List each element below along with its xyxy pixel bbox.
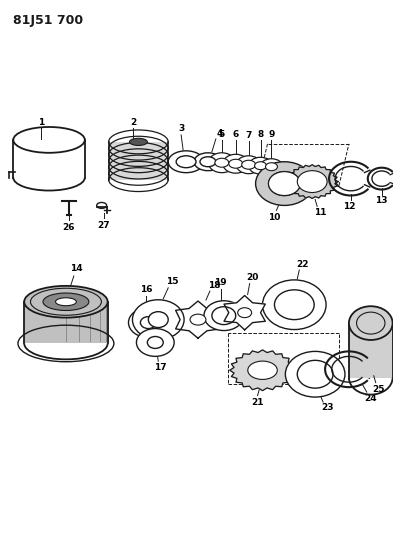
Polygon shape xyxy=(230,350,295,391)
Ellipse shape xyxy=(212,306,236,325)
Text: 27: 27 xyxy=(97,221,110,230)
Polygon shape xyxy=(24,302,108,343)
Ellipse shape xyxy=(130,138,147,146)
Ellipse shape xyxy=(249,157,273,174)
Text: 18: 18 xyxy=(208,281,220,289)
Ellipse shape xyxy=(168,151,204,173)
Text: 14: 14 xyxy=(70,264,82,273)
Text: 17: 17 xyxy=(154,363,167,372)
Ellipse shape xyxy=(242,160,256,169)
Text: 23: 23 xyxy=(321,403,333,413)
Polygon shape xyxy=(286,165,338,198)
Polygon shape xyxy=(13,140,85,177)
Text: 81J51 700: 81J51 700 xyxy=(13,14,84,27)
Ellipse shape xyxy=(56,298,76,306)
Ellipse shape xyxy=(208,153,235,173)
Text: 1: 1 xyxy=(38,117,44,126)
Ellipse shape xyxy=(136,328,174,357)
Text: 11: 11 xyxy=(314,208,326,217)
Polygon shape xyxy=(176,301,220,338)
Ellipse shape xyxy=(285,351,345,397)
Text: 4: 4 xyxy=(217,130,223,139)
Ellipse shape xyxy=(256,161,313,205)
Ellipse shape xyxy=(229,159,243,168)
Text: 3: 3 xyxy=(178,125,184,133)
Polygon shape xyxy=(109,142,168,180)
Text: 8: 8 xyxy=(257,131,264,140)
Text: 16: 16 xyxy=(140,285,152,294)
Text: 12: 12 xyxy=(343,202,355,211)
Ellipse shape xyxy=(194,153,222,171)
Text: 2: 2 xyxy=(130,117,137,126)
Ellipse shape xyxy=(147,336,163,349)
Ellipse shape xyxy=(176,156,196,168)
Ellipse shape xyxy=(255,161,266,169)
Ellipse shape xyxy=(297,360,333,388)
Ellipse shape xyxy=(269,172,300,196)
Text: 7: 7 xyxy=(245,132,252,140)
Ellipse shape xyxy=(248,361,277,379)
Ellipse shape xyxy=(132,300,184,340)
Ellipse shape xyxy=(24,286,108,318)
Ellipse shape xyxy=(140,317,156,328)
Text: 6: 6 xyxy=(232,131,239,140)
Text: 20: 20 xyxy=(246,273,259,282)
Text: 21: 21 xyxy=(251,398,264,407)
Ellipse shape xyxy=(238,308,252,318)
Text: 10: 10 xyxy=(268,213,281,222)
Ellipse shape xyxy=(349,306,392,340)
Text: 15: 15 xyxy=(166,277,178,286)
Text: 25: 25 xyxy=(372,385,385,394)
Ellipse shape xyxy=(266,163,277,171)
Ellipse shape xyxy=(200,157,216,167)
Ellipse shape xyxy=(128,308,168,337)
Text: 24: 24 xyxy=(364,393,377,402)
Ellipse shape xyxy=(297,171,327,192)
Ellipse shape xyxy=(275,290,314,320)
Ellipse shape xyxy=(190,314,206,325)
Ellipse shape xyxy=(260,159,283,175)
Text: 5: 5 xyxy=(219,131,225,140)
Polygon shape xyxy=(349,323,392,378)
Text: 13: 13 xyxy=(375,196,388,205)
Ellipse shape xyxy=(262,280,326,329)
Ellipse shape xyxy=(236,156,261,174)
Text: 9: 9 xyxy=(268,131,275,140)
Ellipse shape xyxy=(223,154,249,173)
Ellipse shape xyxy=(268,172,300,196)
Ellipse shape xyxy=(204,301,243,330)
Ellipse shape xyxy=(149,312,168,328)
Ellipse shape xyxy=(43,293,89,311)
Text: 22: 22 xyxy=(296,260,309,269)
Text: 26: 26 xyxy=(63,223,75,232)
Polygon shape xyxy=(224,295,265,330)
Text: 19: 19 xyxy=(214,278,227,287)
Ellipse shape xyxy=(215,158,229,167)
